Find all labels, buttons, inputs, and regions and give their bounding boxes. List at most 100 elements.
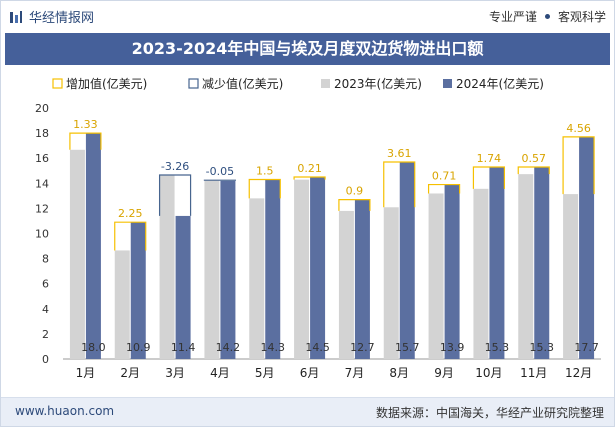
value-label-2024-9: 13.9 — [440, 341, 465, 354]
bar-2023-7 — [338, 210, 354, 359]
x-tick-label-2: 2月 — [120, 366, 140, 380]
data-source: 数据来源：中国海关，华经产业研究院整理 — [375, 406, 604, 420]
value-label-2024-2: 10.9 — [126, 341, 151, 354]
bar-2023-4 — [204, 180, 220, 359]
bar-2024-6 — [310, 177, 326, 359]
x-tick-label-1: 1月 — [76, 366, 96, 380]
bar-2023-3 — [159, 175, 175, 359]
chart-title: 2023-2024年中国与埃及月度双边货物进出口额 — [5, 33, 610, 65]
value-label-2024-10: 15.3 — [485, 341, 510, 354]
x-tick-label-8: 8月 — [389, 366, 409, 380]
bar-2024-3 — [175, 215, 191, 359]
y-tick-label-4: 4 — [42, 303, 49, 316]
website-link[interactable]: www.huaon.com — [15, 404, 115, 418]
y-tick-label-20: 20 — [35, 102, 49, 115]
change-bracket-6 — [293, 176, 326, 180]
value-label-2024-6: 14.5 — [305, 341, 330, 354]
change-bracket-7 — [338, 199, 371, 211]
bar-2024-2 — [130, 222, 146, 359]
change-label-6: 0.21 — [297, 162, 322, 175]
y-tick-label-18: 18 — [35, 127, 49, 140]
x-tick-label-7: 7月 — [345, 366, 365, 380]
legend-swatch-3 — [321, 79, 330, 88]
x-tick-label-9: 9月 — [434, 366, 454, 380]
x-tick-label-11: 11月 — [520, 366, 547, 380]
bar-2024-4 — [220, 180, 236, 359]
x-tick-label-5: 5月 — [255, 366, 275, 380]
change-label-7: 0.9 — [346, 185, 364, 198]
bar-2023-12 — [563, 194, 579, 359]
value-label-2024-1: 18.0 — [81, 341, 106, 354]
bar-2023-1 — [69, 149, 85, 359]
change-label-5: 1.5 — [256, 165, 274, 178]
footer-bar: www.huaon.com 数据来源：中国海关，华经产业研究院整理 — [1, 397, 614, 426]
bar-2023-10 — [473, 188, 489, 359]
x-tick-label-10: 10月 — [475, 366, 502, 380]
value-label-2024-4: 14.2 — [216, 341, 241, 354]
tagline-left: 专业严谨 — [488, 10, 537, 24]
bar-2024-8 — [399, 161, 415, 359]
bar-2023-8 — [383, 207, 399, 359]
y-tick-label-10: 10 — [35, 228, 49, 241]
x-tick-label-4: 4月 — [210, 366, 230, 380]
top-bar: 华经情报网 专业严谨 客观科学 — [1, 1, 614, 31]
legend-swatch-1 — [52, 78, 63, 89]
bar-2023-6 — [294, 179, 310, 359]
y-tick-label-14: 14 — [35, 177, 49, 190]
bar-2024-12 — [579, 136, 595, 359]
y-tick-label-16: 16 — [35, 152, 49, 165]
change-bracket-2 — [114, 221, 147, 251]
legend-label-4: 2024年(亿美元) — [456, 76, 544, 91]
bar-2024-5 — [265, 179, 281, 359]
change-label-10: 1.74 — [477, 152, 502, 165]
change-bracket-12 — [562, 136, 595, 195]
x-tick-label-3: 3月 — [165, 366, 185, 380]
bar-2023-9 — [428, 193, 444, 359]
brand-name: 华经情报网 — [29, 11, 95, 26]
change-label-1: 1.33 — [73, 118, 98, 131]
bar-2024-9 — [444, 184, 460, 359]
y-tick-label-12: 12 — [35, 202, 49, 215]
legend-label-2: 减少值(亿美元) — [202, 76, 283, 91]
x-tick-label-6: 6月 — [300, 366, 320, 380]
change-label-12: 4.56 — [566, 122, 591, 135]
y-tick-label-0: 0 — [42, 353, 49, 366]
value-label-2024-3: 11.4 — [171, 341, 196, 354]
change-bracket-11 — [517, 166, 550, 175]
change-bracket-9 — [427, 183, 461, 194]
legend-label-3: 2023年(亿美元) — [334, 76, 422, 91]
bar-2024-10 — [489, 166, 505, 359]
bar-2024-7 — [354, 199, 370, 359]
legend-swatch-4 — [443, 79, 452, 88]
legend-swatch-2 — [188, 78, 199, 89]
y-tick-label-2: 2 — [42, 328, 49, 341]
change-bracket-8 — [383, 161, 416, 208]
change-label-9: 0.71 — [432, 170, 457, 183]
bar-2023-5 — [249, 198, 265, 359]
value-label-2024-5: 14.3 — [261, 341, 286, 354]
change-bracket-1 — [69, 132, 102, 150]
value-label-2024-11: 15.3 — [530, 341, 555, 354]
change-label-3: -3.26 — [161, 160, 189, 173]
change-label-11: 0.57 — [522, 152, 547, 165]
legend-label-1: 增加值(亿美元) — [66, 76, 147, 91]
change-bracket-10 — [472, 166, 506, 189]
y-tick-label-6: 6 — [42, 278, 49, 291]
y-tick-label-8: 8 — [42, 253, 49, 266]
tagline-right: 客观科学 — [557, 10, 606, 24]
separator-dot-icon — [544, 14, 550, 19]
change-bracket-5 — [248, 178, 281, 199]
change-label-8: 3.61 — [387, 147, 412, 160]
brand: 华经情报网 — [9, 7, 94, 26]
change-label-4: -0.05 — [206, 165, 234, 178]
bar-2023-2 — [114, 250, 130, 359]
bar-2023-11 — [518, 174, 534, 359]
bar-2024-11 — [534, 166, 550, 359]
change-label-2: 2.25 — [118, 207, 143, 220]
brand-logo-icon — [10, 11, 22, 23]
value-label-2024-7: 12.7 — [350, 341, 375, 354]
value-label-2024-12: 17.7 — [574, 341, 599, 354]
x-tick-label-12: 12月 — [565, 366, 592, 380]
